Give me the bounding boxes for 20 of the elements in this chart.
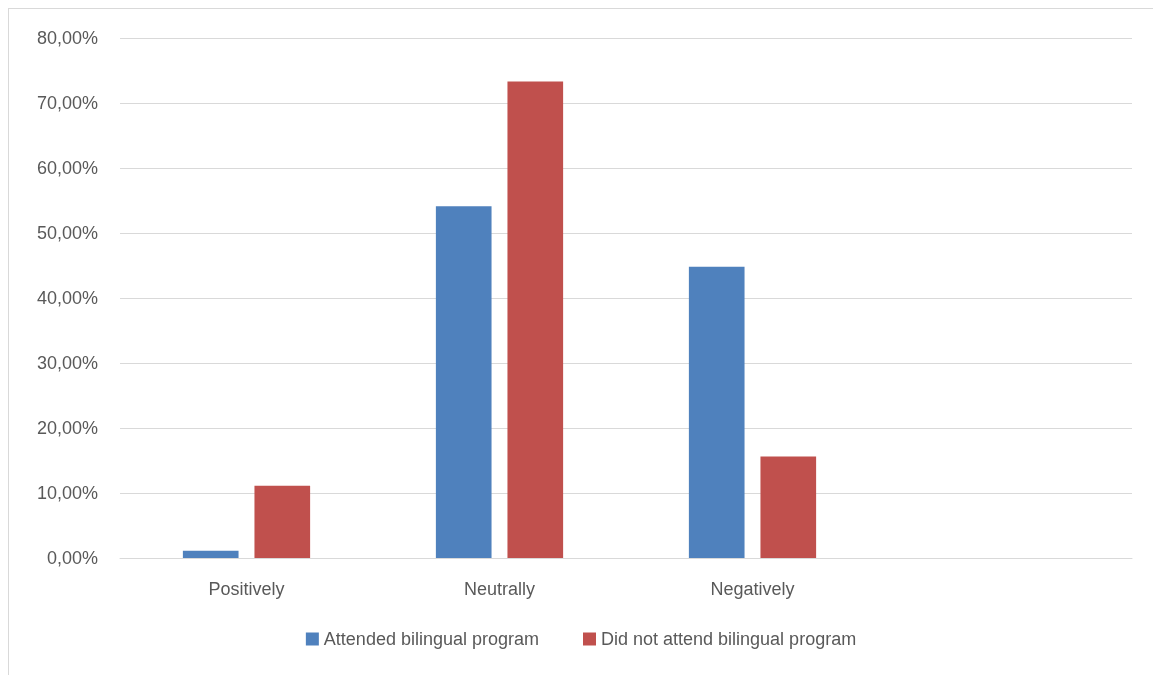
bar bbox=[254, 485, 311, 558]
x-tick-label: Neutrally bbox=[463, 579, 536, 599]
legend-label: Attended bilingual program bbox=[323, 629, 539, 649]
y-tick-label: 60,00% bbox=[36, 158, 98, 178]
y-tick-label: 40,00% bbox=[36, 288, 98, 308]
y-tick-label: 20,00% bbox=[36, 418, 98, 438]
x-tick-label: Negatively bbox=[710, 579, 795, 599]
bar bbox=[688, 266, 745, 558]
y-tick-label: 10,00% bbox=[36, 483, 98, 503]
bar bbox=[507, 81, 564, 558]
bar bbox=[760, 456, 817, 558]
y-tick-label: 70,00% bbox=[36, 93, 98, 113]
y-tick-label: 50,00% bbox=[36, 223, 98, 243]
y-tick-label: 30,00% bbox=[36, 353, 98, 373]
x-tick-label: Positively bbox=[208, 579, 285, 599]
legend-label: Did not attend bilingual program bbox=[600, 629, 857, 649]
y-tick-label: 0,00% bbox=[46, 548, 98, 568]
y-tick-label: 80,00% bbox=[36, 28, 98, 48]
bar bbox=[182, 550, 239, 558]
bar bbox=[435, 206, 492, 558]
